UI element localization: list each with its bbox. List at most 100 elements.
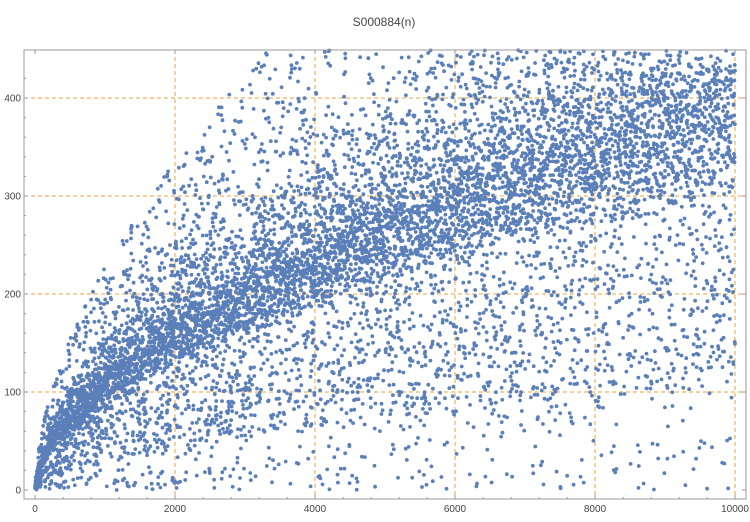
data-point — [345, 225, 349, 229]
data-point — [319, 190, 323, 194]
data-point — [219, 374, 223, 378]
data-point — [244, 197, 248, 201]
data-point — [156, 475, 160, 479]
data-point — [45, 409, 49, 413]
data-point — [82, 385, 86, 389]
data-point — [233, 349, 237, 353]
data-point — [298, 312, 302, 316]
data-point — [239, 228, 243, 232]
data-point — [234, 244, 238, 248]
data-point — [254, 295, 258, 299]
data-point — [362, 192, 366, 196]
data-point — [321, 408, 325, 412]
data-point — [131, 259, 135, 263]
data-point — [308, 191, 312, 195]
data-point — [324, 55, 328, 59]
data-point — [351, 200, 355, 204]
data-point — [215, 413, 219, 417]
data-point — [148, 336, 152, 340]
data-point — [323, 343, 327, 347]
data-point — [384, 290, 388, 294]
data-point — [39, 480, 43, 484]
data-point — [217, 316, 221, 320]
data-point — [245, 137, 249, 141]
data-point — [88, 374, 92, 378]
data-point — [309, 362, 313, 366]
data-point — [276, 196, 280, 200]
data-point — [322, 154, 326, 158]
data-point — [140, 311, 144, 315]
data-point — [267, 446, 271, 450]
data-point — [160, 292, 164, 296]
data-point — [328, 265, 332, 269]
data-point — [168, 243, 172, 247]
data-point — [108, 452, 112, 456]
data-point — [288, 102, 292, 106]
data-point — [174, 317, 178, 321]
data-point — [247, 326, 251, 330]
data-point — [350, 172, 354, 176]
data-point — [331, 216, 335, 220]
data-point — [335, 184, 339, 188]
data-point — [244, 381, 248, 385]
data-point — [106, 291, 110, 295]
data-point — [123, 423, 127, 427]
data-point — [349, 269, 353, 273]
data-point — [366, 56, 370, 60]
data-point — [360, 229, 364, 233]
data-point — [329, 436, 333, 440]
data-point — [133, 447, 137, 451]
data-point — [379, 277, 383, 281]
data-point — [88, 460, 92, 464]
data-point — [370, 334, 374, 338]
data-point — [139, 314, 143, 318]
data-point — [133, 330, 137, 334]
data-point — [333, 163, 337, 167]
data-point — [171, 310, 175, 314]
data-point — [252, 374, 256, 378]
data-point — [159, 397, 163, 401]
data-point — [109, 288, 113, 292]
data-point — [279, 292, 283, 296]
data-point — [328, 487, 332, 491]
data-point — [340, 354, 344, 358]
data-point — [241, 260, 245, 264]
data-point — [364, 172, 368, 176]
data-point — [67, 358, 71, 362]
data-point — [323, 196, 327, 200]
data-point — [196, 352, 200, 356]
data-point — [347, 130, 351, 134]
data-point — [369, 177, 373, 181]
data-point — [83, 440, 87, 444]
data-point — [327, 153, 331, 157]
data-point — [50, 481, 54, 485]
data-point — [288, 169, 292, 173]
data-point — [67, 349, 71, 353]
data-point — [211, 221, 215, 225]
data-point — [335, 192, 339, 196]
data-point — [325, 149, 329, 153]
data-point — [334, 290, 338, 294]
data-point — [144, 261, 148, 265]
data-point — [201, 234, 205, 238]
data-point — [292, 189, 296, 193]
data-point — [304, 192, 308, 196]
data-point — [325, 282, 329, 286]
data-point — [293, 306, 297, 310]
data-point — [386, 369, 390, 373]
data-point — [368, 241, 372, 245]
data-point — [222, 226, 226, 230]
data-point — [200, 401, 204, 405]
data-point — [347, 142, 351, 146]
data-point — [385, 88, 389, 92]
data-point — [300, 201, 304, 205]
data-point — [89, 298, 93, 302]
data-point — [51, 398, 55, 402]
data-point — [209, 407, 213, 411]
data-point — [249, 377, 253, 381]
data-point — [262, 228, 266, 232]
data-point — [125, 239, 129, 243]
data-point — [333, 384, 337, 388]
data-point — [177, 166, 181, 170]
data-point — [319, 215, 323, 219]
